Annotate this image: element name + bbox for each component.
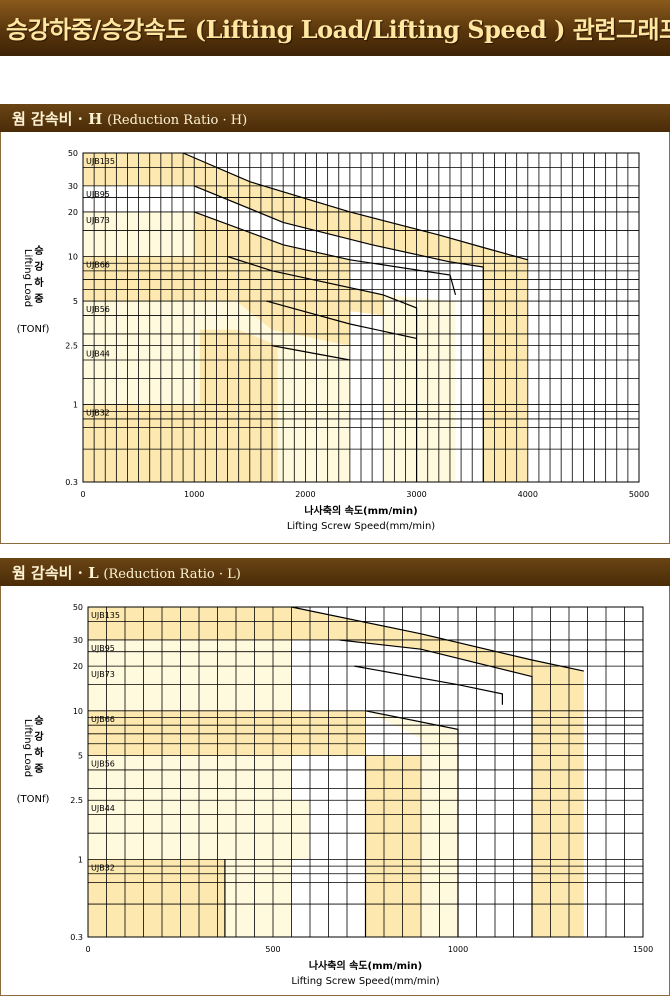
series-label-ujb44: UJB44	[91, 804, 115, 813]
series-label-ujb32: UJB32	[86, 409, 110, 418]
x-axis-label-ko: 나사축의 속도(mm/min)	[309, 959, 422, 972]
chart-panel-l: UJB135 UJB95 UJB73 UJB66 UJB56 UJB44 UJB32 50 30…	[0, 586, 670, 996]
region-ujb66-col	[383, 294, 456, 482]
y-axis-label-en: Lifting Load	[22, 249, 33, 307]
y-tick-label: 10	[73, 707, 83, 716]
curve-ujb135-upper	[182, 152, 528, 261]
chart-l-svg: UJB135UJB95UJB73UJB66UJB56UJB44UJB325030…	[17, 603, 654, 987]
series-label-ujb95: UJB95	[86, 190, 110, 199]
y-tick-label: 30	[73, 636, 83, 645]
region-ujb66-col	[365, 710, 458, 937]
y-tick-label: 50	[68, 149, 78, 158]
y-tick-label: 0.3	[65, 478, 78, 487]
section-ratio-l: L	[88, 564, 99, 582]
x-tick-label: 3000	[406, 490, 426, 499]
x-tick-label: 500	[265, 945, 280, 954]
x-tick-label: 2000	[295, 490, 315, 499]
x-axis-label-en: Lifting Screw Speed(mm/min)	[287, 521, 435, 532]
y-tick-label: 5	[73, 297, 78, 306]
curve-ujb95	[354, 665, 503, 705]
y-axis-label-ko-char: 승	[34, 245, 43, 257]
curve-ujb135-lower	[339, 639, 533, 937]
series-label-ujb73: UJB73	[86, 216, 110, 225]
y-axis-label-ko-char: 중	[34, 293, 43, 305]
series-label-ujb56: UJB56	[86, 305, 110, 314]
page-title: 승강하중/승강속도 (Lifting Load/Lifting Speed ) …	[6, 15, 670, 44]
y-axis-label-ko-char: 하	[34, 276, 44, 289]
y-tick-label: 1	[78, 855, 83, 864]
section-en-l: (Reduction Ratio · L)	[103, 567, 241, 582]
y-axis-label-ko-char: 강	[34, 260, 44, 273]
y-axis-unit: (TONf)	[17, 324, 50, 335]
series-label-ujb135: UJB135	[86, 157, 115, 166]
series-label-ujb73: UJB73	[91, 670, 115, 679]
chart-panel-h: UJB135 UJB95 UJB73 UJB66 UJB56 UJB44 UJB32 50 30…	[0, 132, 670, 544]
y-axis-label-ko-char: 중	[34, 763, 43, 775]
y-axis-label-ko-char: 강	[34, 730, 44, 743]
y-tick-label: 50	[73, 603, 83, 612]
series-label-ujb44: UJB44	[86, 350, 110, 359]
page-title-bar: 승강하중/승강속도 (Lifting Load/Lifting Speed ) …	[0, 0, 670, 56]
plot-frame	[87, 606, 644, 938]
section-header-l: 웜 감속비 · L (Reduction Ratio · L)	[0, 558, 670, 586]
y-axis-label-ko-char: 승	[34, 715, 43, 727]
section-en-h: (Reduction Ratio · H)	[107, 113, 248, 128]
band-ujb56	[365, 755, 421, 937]
y-tick-label: 0.3	[70, 933, 83, 942]
y-tick-label: 10	[68, 252, 78, 261]
x-axis-label-en: Lifting Screw Speed(mm/min)	[291, 976, 439, 987]
curve-ujb66	[266, 300, 417, 339]
section-title-h: 웜 감속비 · H (Reduction Ratio · H)	[12, 108, 247, 129]
section-header-h: 웜 감속비 · H (Reduction Ratio · H)	[0, 104, 670, 132]
band-ujb32	[88, 859, 225, 937]
curve-ujb95	[193, 211, 457, 296]
x-tick-label: 5000	[629, 490, 649, 499]
series-label-ujb66: UJB66	[91, 715, 115, 724]
section-prefix-l: 웜 감속비 ·	[12, 564, 89, 582]
y-tick-label: 20	[73, 662, 83, 671]
plot-frame	[82, 152, 640, 483]
x-axis-label-ko: 나사축의 속도(mm/min)	[304, 504, 417, 517]
series-label-ujb56: UJB56	[91, 760, 115, 769]
x-tick-label: 0	[85, 945, 90, 954]
x-tick-label: 1500	[633, 945, 653, 954]
section-ratio-h: H	[88, 110, 103, 128]
chart-h-svg: UJB135UJB95UJB73UJB66UJB56UJB44UJB325030…	[17, 149, 650, 532]
curve-ujb135-upper	[291, 606, 584, 672]
x-tick-label: 1000	[184, 490, 204, 499]
y-tick-label: 30	[68, 182, 78, 191]
band-ujb66	[88, 710, 366, 756]
y-axis-label-ko-char: 하	[34, 746, 44, 759]
y-axis-label-en: Lifting Load	[22, 719, 33, 777]
y-tick-label: 2.5	[65, 342, 78, 351]
x-tick-label: 4000	[518, 490, 538, 499]
series-label-ujb32: UJB32	[91, 863, 115, 872]
y-tick-label: 2.5	[70, 796, 83, 805]
x-tick-label: 1000	[448, 945, 468, 954]
y-axis-unit: (TONf)	[17, 794, 50, 805]
series-label-ujb135: UJB135	[91, 611, 120, 620]
curve-ujb73	[227, 255, 418, 482]
curve-ujb73	[365, 710, 459, 937]
curve-ujb56	[271, 345, 351, 361]
y-tick-label: 20	[68, 208, 78, 217]
section-prefix-h: 웜 감속비 ·	[12, 110, 89, 128]
band-ujb56	[227, 256, 417, 482]
y-tick-label: 5	[78, 752, 83, 761]
curve-ujb135-lower	[193, 185, 484, 482]
y-tick-label: 1	[73, 401, 78, 410]
series-label-ujb95: UJB95	[91, 644, 115, 653]
series-label-ujb66: UJB66	[86, 260, 110, 269]
section-title-l: 웜 감속비 · L (Reduction Ratio · L)	[12, 562, 241, 583]
x-tick-label: 0	[80, 490, 85, 499]
